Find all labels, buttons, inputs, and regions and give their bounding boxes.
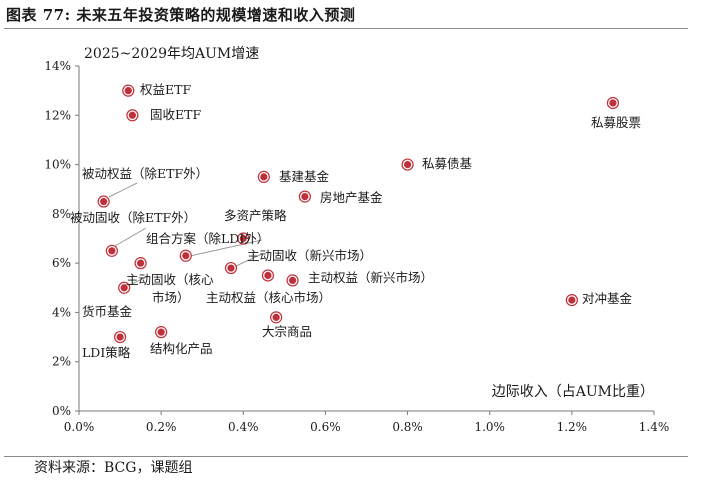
x-tick-label: 0.2% — [146, 420, 177, 434]
point-label: 主动权益（新兴市场） — [308, 270, 433, 285]
point-label: 对冲基金 — [582, 291, 633, 306]
x-tick-label: 0.8% — [392, 420, 423, 434]
source-note: 资料来源：BCG，课题组 — [34, 460, 193, 476]
y-tick-label: 10% — [44, 158, 71, 172]
point-marker — [137, 259, 145, 267]
x-tick-label: 0.0% — [64, 420, 95, 434]
point-label: 被动固收（除ETF外） — [70, 210, 196, 225]
label-leader-line — [235, 253, 263, 267]
y-axis-title: 2025~2029年均AUM增速 — [84, 46, 259, 62]
point-marker — [272, 313, 280, 321]
y-tick-label: 8% — [52, 207, 71, 221]
label-leader-line — [189, 239, 263, 257]
point-marker — [108, 247, 116, 255]
point-label: 结构化产品 — [150, 341, 213, 356]
x-tick-label: 1.4% — [639, 420, 670, 434]
point-label: 主动固收（核心 — [126, 272, 214, 287]
x-axis-title: 边际收入（占AUM比重） — [492, 384, 654, 400]
x-tick-label: 0.6% — [310, 420, 341, 434]
point-label: 主动权益（核心市场） — [206, 290, 331, 305]
point-marker — [120, 284, 128, 292]
point-label: 私募债基 — [422, 156, 473, 171]
point-marker — [288, 276, 297, 284]
point-label: LDI策略 — [82, 345, 131, 360]
label-leader-line — [108, 182, 138, 198]
point-label-cont: 市场） — [152, 290, 190, 305]
point-label: 组合方案（除LDI外） — [146, 231, 269, 246]
y-tick-label: 14% — [44, 59, 71, 73]
source-rule — [4, 456, 688, 457]
point-marker — [239, 234, 247, 243]
figure-title: 图表 77: 未来五年投资策略的规模增速和收入预测 — [6, 6, 356, 24]
point-marker — [182, 252, 190, 260]
point-marker — [260, 173, 268, 181]
title-rule — [4, 28, 688, 29]
point-marker — [609, 99, 617, 107]
point-marker — [128, 111, 136, 119]
point-label: 多资产策略 — [224, 208, 287, 223]
y-tick-label: 12% — [44, 108, 71, 122]
point-marker — [157, 328, 165, 336]
point-marker — [124, 87, 132, 95]
y-tick-label: 6% — [52, 256, 71, 270]
point-label: 主动固收（新兴市场） — [247, 248, 372, 263]
point-marker — [100, 197, 108, 206]
point-label: 权益ETF — [140, 82, 191, 97]
point-label: 货币基金 — [82, 304, 133, 319]
label-leader-line — [114, 227, 147, 247]
y-tick-label: 4% — [52, 305, 71, 319]
point-marker — [227, 264, 235, 272]
point-label: 私募股票 — [591, 115, 641, 130]
x-tick-label: 1.2% — [557, 420, 588, 434]
point-label: 房地产基金 — [320, 190, 383, 205]
point-marker — [264, 271, 272, 280]
point-label: 被动权益（除ETF外） — [82, 166, 208, 181]
point-label: 基建基金 — [279, 169, 330, 184]
point-marker — [301, 193, 309, 201]
x-tick-label: 0.4% — [228, 420, 259, 434]
point-marker — [568, 296, 576, 304]
x-tick-label: 1.0% — [474, 420, 505, 434]
point-marker — [403, 160, 412, 169]
point-label: 大宗商品 — [262, 324, 312, 339]
y-tick-label: 0% — [52, 404, 71, 418]
point-marker — [116, 333, 124, 341]
point-label: 固收ETF — [150, 107, 201, 122]
y-tick-label: 2% — [52, 355, 71, 369]
